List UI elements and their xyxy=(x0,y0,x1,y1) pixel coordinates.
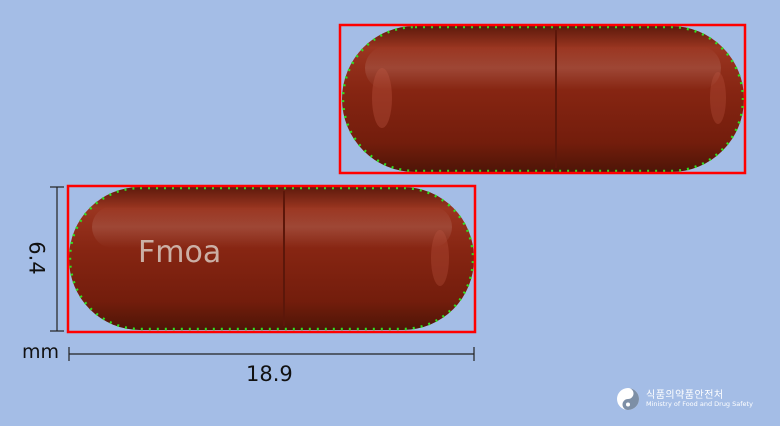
detection-box xyxy=(338,23,747,175)
edge-points xyxy=(68,186,475,331)
capsule-front-view: Fmoa xyxy=(66,184,477,334)
unit-label: mm xyxy=(22,341,60,363)
taegeuk-emblem-icon xyxy=(617,388,639,410)
detection-box xyxy=(66,184,477,334)
imprint-text: Fmoa xyxy=(138,235,221,270)
width-dimension-line xyxy=(68,347,475,361)
edge-points xyxy=(341,25,745,173)
capsule-back-view xyxy=(338,23,747,175)
width-value: 18.9 xyxy=(246,362,293,386)
logo-english-text: Ministry of Food and Drug Safety xyxy=(646,399,753,408)
height-value: 6.4 xyxy=(24,241,49,275)
height-dimension-line xyxy=(50,186,64,332)
logo-korean-text: 식품의약품안전처 xyxy=(646,389,724,401)
ministry-logo: 식품의약품안전처 Ministry of Food and Drug Safet… xyxy=(616,387,753,411)
